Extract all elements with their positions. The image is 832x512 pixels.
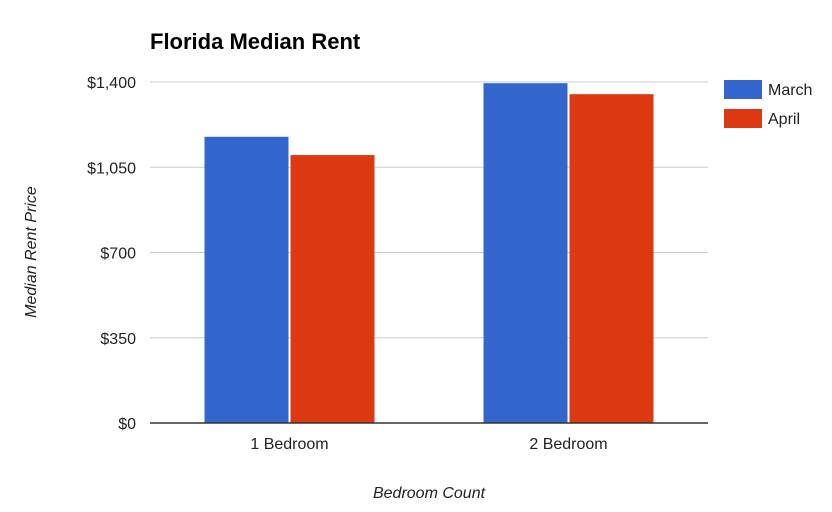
y-tick-label: $0: [118, 416, 136, 433]
bar-april-1: [290, 155, 375, 424]
legend-label: April: [768, 111, 800, 128]
y-tick-label: $1,050: [87, 160, 136, 177]
legend: March April: [724, 80, 812, 128]
legend-swatch-april: [724, 109, 762, 128]
y-tick-labels: $0 $350 $700 $1,050 $1,400: [87, 75, 136, 433]
bars: [204, 83, 654, 424]
legend-swatch-march: [724, 80, 762, 99]
y-axis-title: Median Rent Price: [23, 186, 40, 318]
bar-march-2: [483, 83, 568, 423]
bar-april-2: [569, 94, 654, 423]
x-tick-labels: 1 Bedroom 2 Bedroom: [250, 436, 607, 453]
chart-title: Florida Median Rent: [150, 29, 361, 54]
x-axis-title: Bedroom Count: [373, 485, 486, 502]
y-tick-label: $350: [100, 331, 136, 348]
y-tick-label: $700: [100, 246, 136, 263]
x-tick-label: 1 Bedroom: [250, 436, 328, 453]
x-tick-label: 2 Bedroom: [529, 436, 607, 453]
bar-march-1: [204, 136, 289, 423]
y-tick-label: $1,400: [87, 75, 136, 92]
legend-label: March: [768, 82, 812, 99]
